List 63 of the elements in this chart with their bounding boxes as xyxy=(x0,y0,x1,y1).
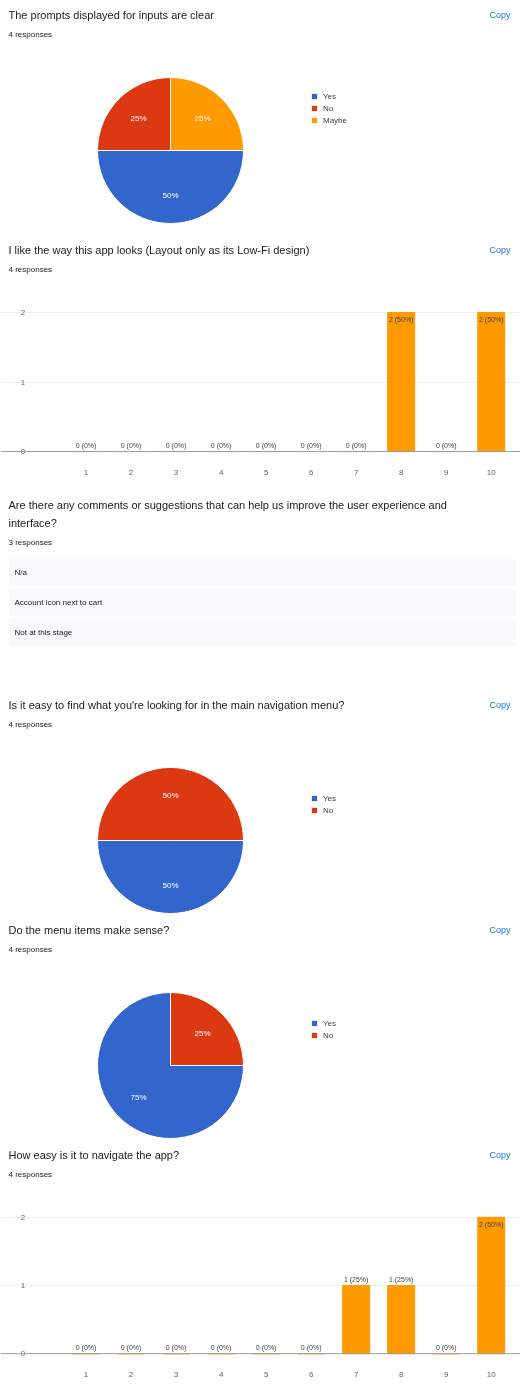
text: Copy xyxy=(489,244,511,255)
data-label: 25% xyxy=(130,114,147,123)
bar xyxy=(387,1285,416,1355)
y-tick-label: 0 xyxy=(20,447,26,457)
bar xyxy=(342,1285,371,1355)
legend-label: No xyxy=(323,805,335,815)
x-tick-label: 5 xyxy=(263,1369,269,1379)
x-tick-label: 6 xyxy=(308,467,314,477)
text: N/a xyxy=(14,568,28,577)
chart-title: Is it easy to find what you're looking for in the main navigation menu? xyxy=(8,698,345,711)
chart-subtitle: 4 responses xyxy=(8,720,53,729)
text: Are there any comments or suggestions that can help us improve the user experience and interface? xyxy=(8,498,447,529)
y-tick-label: 2 xyxy=(20,1212,26,1222)
y-tick-label: 1 xyxy=(20,377,26,387)
text: Not at this stage xyxy=(14,628,73,637)
legend-label: No xyxy=(323,103,335,113)
chart-title: I like the way this app looks (Layout only as its Low-Fi design) xyxy=(8,243,310,256)
x-tick-label: 10 xyxy=(486,467,497,477)
chart-title: Do the menu items make sense? xyxy=(8,923,170,936)
legend-label: Maybe xyxy=(323,115,348,125)
chart-title: How easy is it to navigate the app? xyxy=(8,1148,180,1161)
x-tick-label: 5 xyxy=(263,467,269,477)
data-label: 25% xyxy=(194,114,211,123)
x-tick-label: 3 xyxy=(173,467,179,477)
x-tick-label: 8 xyxy=(398,467,404,477)
x-tick-label: 4 xyxy=(218,467,224,477)
x-tick-label: 3 xyxy=(173,1369,179,1379)
data-label: 50% xyxy=(162,790,179,800)
y-tick-label: 2 xyxy=(20,307,26,317)
x-tick-label: 8 xyxy=(398,1369,404,1379)
x-tick-label: 1 xyxy=(83,467,89,477)
data-label: 50% xyxy=(162,881,179,891)
text: 4 responses xyxy=(8,30,53,39)
bar xyxy=(477,1216,506,1355)
text: Copy xyxy=(489,699,511,710)
x-tick-label: 10 xyxy=(486,1369,497,1379)
y-tick-label: 1 xyxy=(20,1281,26,1290)
chart-title: The prompts displayed for inputs are clear xyxy=(8,8,215,21)
text: 3 responses xyxy=(8,538,53,547)
x-tick-label: 7 xyxy=(353,1369,359,1379)
y-tick-label: 0 xyxy=(20,1349,26,1359)
data-label: 25% xyxy=(194,1029,211,1038)
text: Copy xyxy=(489,1149,511,1160)
chart-subtitle: 4 responses xyxy=(8,265,53,274)
x-tick-label: 9 xyxy=(443,1369,449,1379)
x-tick-label: 4 xyxy=(218,1369,224,1379)
x-tick-label: 2 xyxy=(128,1369,134,1379)
data-label: 50% xyxy=(162,191,179,201)
text: 4 responses xyxy=(8,945,53,954)
text: Copy xyxy=(489,9,511,20)
text: 4 responses xyxy=(8,1170,53,1179)
x-tick-label: 9 xyxy=(443,467,449,477)
legend-label: Yes xyxy=(323,793,338,803)
x-tick-label: 6 xyxy=(308,1369,314,1379)
legend-label: Yes xyxy=(323,91,338,101)
legend-label: Yes xyxy=(323,1018,338,1028)
text: Account icon next to cart xyxy=(14,598,103,607)
text: Copy xyxy=(489,924,511,935)
x-tick-label: 7 xyxy=(353,467,359,477)
legend-label: No xyxy=(323,1030,335,1040)
data-label: 75% xyxy=(130,1093,147,1102)
x-tick-label: 1 xyxy=(83,1369,89,1379)
x-tick-label: 2 xyxy=(128,467,134,477)
